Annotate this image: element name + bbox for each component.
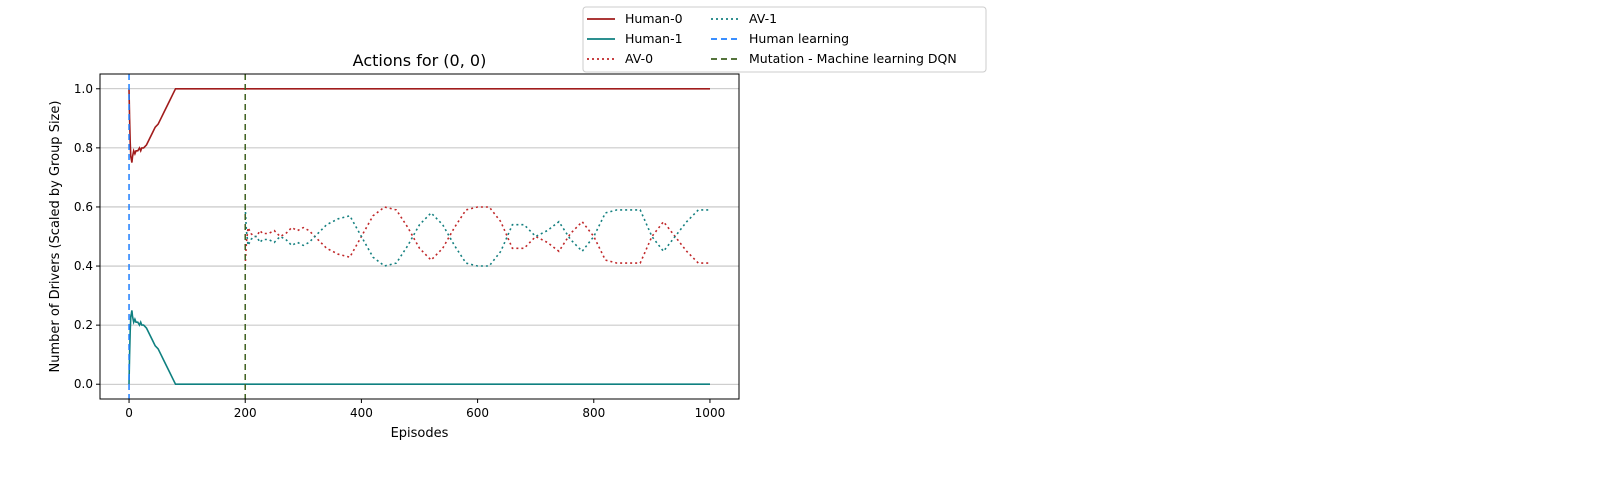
y-tick-label: 1.0 (74, 82, 93, 96)
y-tick-label: 0.0 (74, 377, 93, 391)
legend-label: AV-1 (749, 11, 777, 26)
legend-label: Human learning (749, 31, 849, 46)
legend: Human-0 Human-1 AV-0 AV-1 Human learning Muta… (582, 6, 987, 73)
x-tick-label: 800 (582, 406, 605, 420)
legend-item: Human-1 (587, 31, 683, 46)
series-line-av-1 (244, 206, 710, 267)
plot-frame (99, 73, 740, 400)
y-tick-label: 0.8 (74, 141, 93, 155)
legend-label: Human-0 (625, 11, 683, 26)
legend-item: Mutation - Machine learning DQN (711, 51, 957, 66)
series-line-human-0 (128, 88, 710, 163)
chart-title: Actions for (0, 0) (353, 51, 487, 70)
x-axis-label: Episodes (391, 426, 449, 441)
y-axis-label: Number of Drivers (Scaled by Group Size) (48, 101, 63, 373)
legend-label: AV-0 (625, 51, 653, 66)
y-tick-label: 0.4 (74, 259, 93, 273)
legend-label: Human-1 (625, 31, 683, 46)
x-tick-label: 200 (234, 406, 257, 420)
y-axis-ticks: 0.0 0.2 0.4 0.6 0.8 1.0 (74, 82, 100, 391)
series-line-human-1 (128, 310, 710, 386)
legend-item: Human-0 (587, 11, 683, 26)
x-axis-ticks: 0 200 400 600 800 1000 (125, 399, 725, 420)
legend-item: AV-1 (711, 11, 777, 26)
series-layer (128, 88, 710, 386)
x-tick-label: 0 (125, 406, 133, 420)
x-tick-label: 1000 (695, 406, 726, 420)
legend-item: AV-0 (587, 51, 653, 66)
vertical-lines (128, 74, 246, 399)
y-tick-label: 0.2 (74, 318, 93, 332)
grid-lines (100, 88, 739, 385)
legend-label: Mutation - Machine learning DQN (749, 51, 957, 66)
legend-item: Human learning (711, 31, 849, 46)
x-tick-label: 400 (350, 406, 373, 420)
y-tick-label: 0.6 (74, 200, 93, 214)
x-tick-label: 600 (466, 406, 489, 420)
legend-box (582, 6, 987, 73)
series-line-av-0 (244, 206, 710, 267)
